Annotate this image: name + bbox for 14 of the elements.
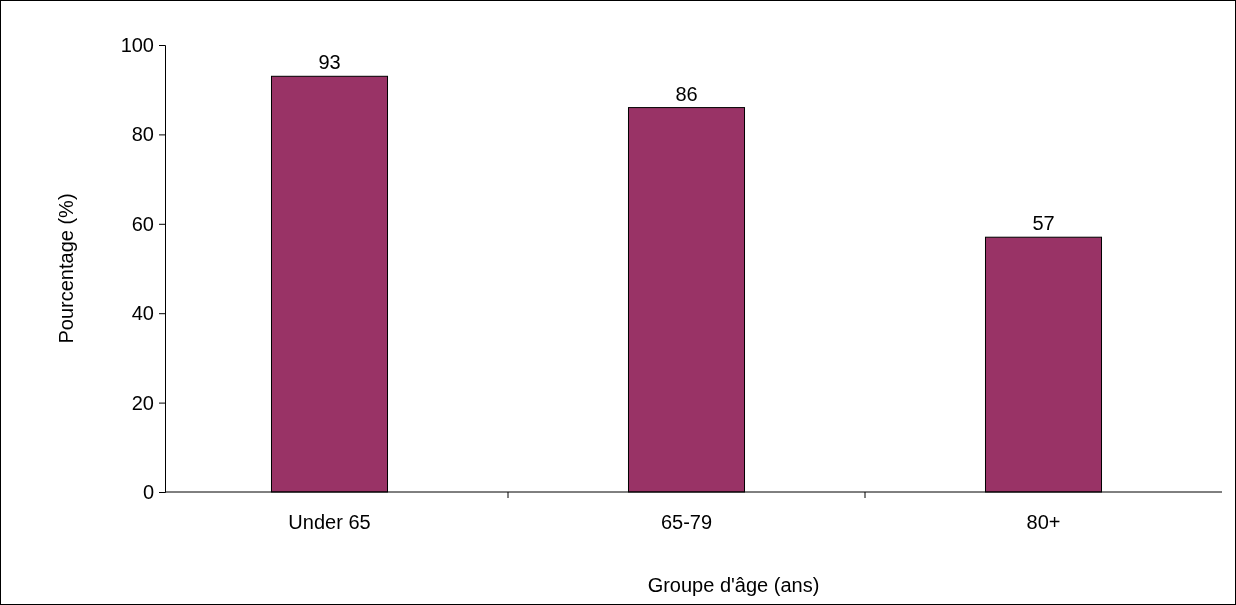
y-tick-label: 100 <box>120 33 154 56</box>
x-tick-label: 80+ <box>1026 511 1061 533</box>
data-label: 57 <box>1032 212 1055 235</box>
x-tick-label: Under 65 <box>288 511 371 533</box>
y-tick-label: 0 <box>142 480 154 503</box>
data-label: 86 <box>675 82 698 105</box>
y-tick-label: 80 <box>131 123 154 146</box>
y-tick-label: 60 <box>131 212 154 235</box>
y-tick-label: 20 <box>131 391 154 414</box>
y-axis-title: Pourcentage (%) <box>55 193 77 344</box>
data-label: 93 <box>318 51 341 74</box>
y-tick-label: 40 <box>131 302 154 325</box>
x-axis-title: Groupe d'âge (ans) <box>647 574 820 596</box>
x-tick-label: 65-79 <box>660 511 713 533</box>
